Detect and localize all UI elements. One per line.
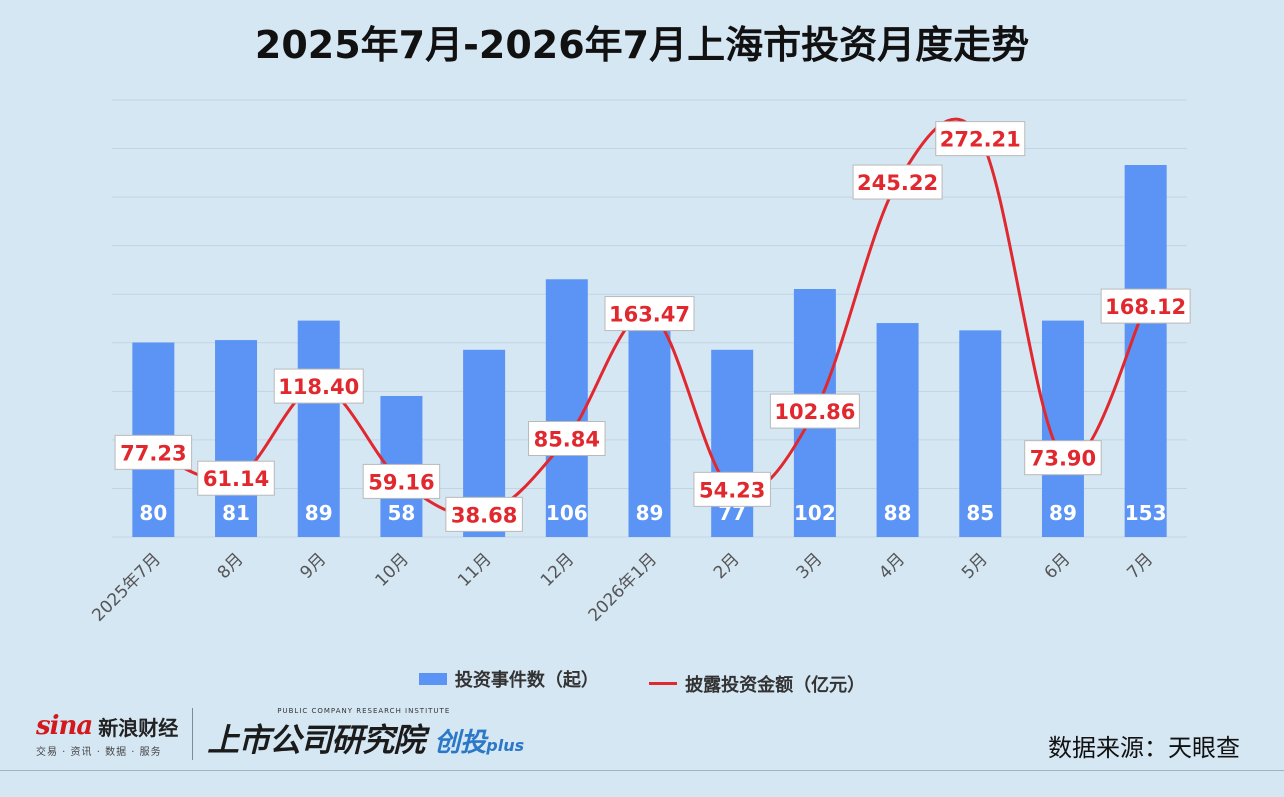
line-label-box <box>445 496 523 532</box>
line-label-box <box>197 460 275 496</box>
bar-value-label: 88 <box>884 501 912 525</box>
legend-item-bar: 投资事件数（起） <box>418 666 599 692</box>
sina-tagline: 交易 · 资讯 · 数据 · 服务 <box>36 746 162 758</box>
bar-value-label: 102 <box>794 501 836 525</box>
line-value-label: 38.68 <box>451 503 517 527</box>
legend-item-line: 披露投资金额（亿元） <box>649 671 865 697</box>
bar-value-label: 89 <box>636 501 664 525</box>
x-tick-label: 5月 <box>958 549 992 583</box>
research-institute-logo: PUBLIC COMPANY RESEARCH INSTITUTE 上市公司研究… <box>207 707 524 761</box>
plus-label: plus <box>486 736 525 755</box>
line-label-box <box>362 463 441 499</box>
legend-line-label: 披露投资金额（亿元） <box>685 674 866 696</box>
bar-value-label: 89 <box>305 501 333 525</box>
legend-bar-label: 投资事件数（起） <box>454 670 599 691</box>
bar <box>959 330 1002 537</box>
line-value-label: 54.23 <box>699 478 765 502</box>
logo-divider <box>192 708 194 760</box>
line-value-label: 73.90 <box>1030 447 1096 471</box>
line-label-box <box>769 393 860 429</box>
x-tick-label: 9月 <box>296 549 330 583</box>
line-value-label: 168.12 <box>1105 295 1186 319</box>
x-tick-label: 3月 <box>793 549 827 583</box>
line-series <box>152 117 1147 518</box>
line-value-label: 163.47 <box>609 303 690 327</box>
x-tick-label: 2026年1月 <box>585 549 661 625</box>
line-value-label: 77.23 <box>120 441 186 465</box>
legend-bar-swatch <box>418 673 447 685</box>
line-label-box <box>852 164 943 200</box>
line-label-box <box>935 121 1026 157</box>
bar <box>1124 165 1167 537</box>
line-value-label: 59.16 <box>368 470 434 494</box>
footer-logos: sina 新浪财经 交易 · 资讯 · 数据 · 服务 PUBLIC COMPA… <box>36 706 524 762</box>
chart-plot: 8081895877106897710288858915377.2361.141… <box>88 99 1191 626</box>
line-label-box <box>114 434 193 470</box>
bar-value-label: 85 <box>966 501 994 525</box>
chart-title: 2025年7月-2026年7月上海市投资月度走势 <box>254 23 1030 67</box>
research-institute-cn: 上市公司研究院 <box>207 721 425 759</box>
x-tick-label: 12月 <box>537 549 578 590</box>
legend-line-swatch <box>649 682 678 685</box>
bar-value-label: 81 <box>222 501 250 525</box>
x-tick-label: 7月 <box>1123 549 1157 583</box>
bar-value-label: 80 <box>139 501 167 525</box>
line-label-box <box>273 368 364 404</box>
bar <box>215 340 258 537</box>
line-value-label: 245.22 <box>857 171 938 195</box>
x-tick-label: 11月 <box>454 549 495 590</box>
line-label-box <box>604 296 695 332</box>
line-value-label: 272.21 <box>940 128 1021 152</box>
chuangtou-label: 创投 <box>434 728 487 758</box>
x-tick-label: 4月 <box>875 549 909 583</box>
sina-wordmark: sina <box>36 710 93 741</box>
bar-value-label: 106 <box>546 501 588 525</box>
line-label-box <box>528 420 606 456</box>
line-label-box <box>1024 440 1102 476</box>
line-label-box <box>693 471 771 507</box>
line-value-label: 85.84 <box>534 427 600 451</box>
x-tick-label: 2025年7月 <box>88 549 164 625</box>
line-value-label: 118.40 <box>278 375 359 399</box>
bar-value-label: 58 <box>388 501 416 525</box>
research-institute-en: PUBLIC COMPANY RESEARCH INSTITUTE <box>277 707 451 715</box>
bar <box>297 320 340 537</box>
sina-finance-name: 新浪财经 <box>98 715 179 740</box>
bar-value-label: 153 <box>1125 501 1167 525</box>
legend: 投资事件数（起） 披露投资金额（亿元） <box>0 666 1284 697</box>
line-value-label: 61.14 <box>203 467 269 491</box>
bar-value-label: 89 <box>1049 501 1077 525</box>
footer-divider-line <box>0 770 1284 771</box>
bar <box>545 279 588 537</box>
x-tick-label: 2月 <box>710 549 744 583</box>
bar <box>876 323 919 537</box>
x-tick-label: 6月 <box>1041 549 1075 583</box>
line-value-label: 102.86 <box>774 400 855 424</box>
x-tick-label: 10月 <box>371 549 412 590</box>
sina-finance-logo: sina 新浪财经 交易 · 资讯 · 数据 · 服务 <box>36 711 178 758</box>
bar <box>628 320 671 537</box>
x-tick-label: 8月 <box>214 549 248 583</box>
line-label-box <box>1100 288 1191 324</box>
data-source: 数据来源：天眼查 <box>1048 734 1240 762</box>
